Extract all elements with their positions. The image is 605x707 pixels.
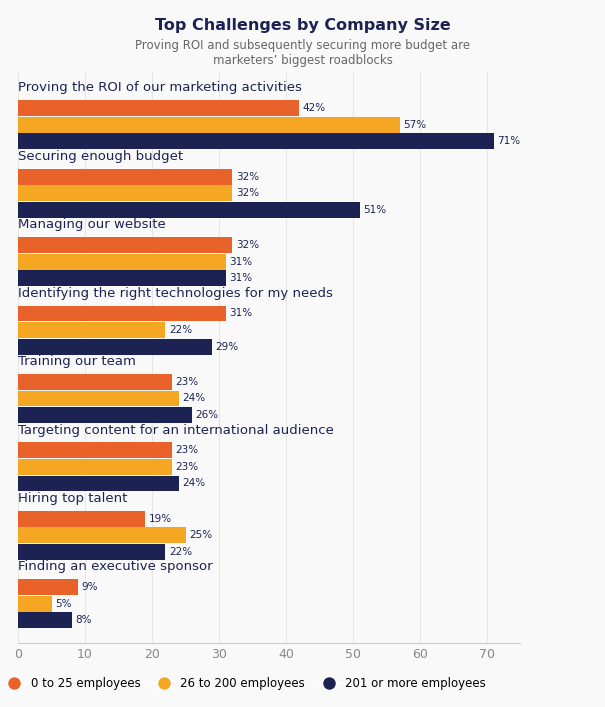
Bar	[18, 390, 179, 407]
Text: Proving the ROI of our marketing activities: Proving the ROI of our marketing activit…	[18, 81, 302, 95]
Bar	[18, 254, 226, 269]
Text: Hiring top talent: Hiring top talent	[18, 492, 128, 505]
Text: 31%: 31%	[229, 308, 252, 318]
Bar	[18, 237, 232, 253]
Bar	[18, 459, 172, 475]
Bar	[18, 511, 145, 527]
Text: Top Challenges by Company Size: Top Challenges by Company Size	[155, 18, 450, 33]
Bar	[18, 476, 179, 491]
Legend: 0 to 25 employees, 26 to 200 employees, 201 or more employees: 0 to 25 employees, 26 to 200 employees, …	[0, 672, 491, 695]
Text: 31%: 31%	[229, 257, 252, 267]
Bar	[18, 100, 299, 116]
Bar	[18, 579, 79, 595]
Bar	[18, 305, 226, 322]
Bar	[18, 339, 212, 354]
Text: 32%: 32%	[236, 240, 259, 250]
Text: 26%: 26%	[195, 410, 218, 420]
Bar	[18, 527, 186, 543]
Bar	[18, 612, 72, 629]
Text: 32%: 32%	[236, 172, 259, 182]
Bar	[18, 117, 400, 133]
Text: 25%: 25%	[189, 530, 212, 540]
Bar	[18, 270, 226, 286]
Text: 9%: 9%	[82, 582, 98, 592]
Text: 5%: 5%	[55, 599, 71, 609]
Text: 22%: 22%	[169, 325, 192, 335]
Bar	[18, 322, 165, 338]
Bar	[18, 134, 494, 149]
Text: Managing our website: Managing our website	[18, 218, 166, 231]
Text: Securing enough budget: Securing enough budget	[18, 150, 183, 163]
Text: 71%: 71%	[497, 136, 520, 146]
Text: 23%: 23%	[175, 445, 198, 455]
Text: 22%: 22%	[169, 547, 192, 557]
Text: 24%: 24%	[182, 479, 205, 489]
Bar	[18, 443, 172, 458]
Text: 19%: 19%	[149, 514, 172, 524]
Text: Identifying the right technologies for my needs: Identifying the right technologies for m…	[18, 287, 333, 300]
Text: 24%: 24%	[182, 394, 205, 404]
Bar	[18, 544, 165, 560]
Text: Finding an executive sponsor: Finding an executive sponsor	[18, 561, 213, 573]
Text: 23%: 23%	[175, 377, 198, 387]
Text: 31%: 31%	[229, 273, 252, 284]
Text: 23%: 23%	[175, 462, 198, 472]
Bar	[18, 374, 172, 390]
Text: 51%: 51%	[363, 205, 386, 215]
Text: 29%: 29%	[215, 341, 239, 351]
Bar	[18, 201, 359, 218]
Text: Targeting content for an international audience: Targeting content for an international a…	[18, 423, 334, 437]
Text: Proving ROI and subsequently securing more budget are
marketers’ biggest roadblo: Proving ROI and subsequently securing mo…	[135, 39, 470, 67]
Text: 57%: 57%	[403, 119, 427, 129]
Bar	[18, 185, 232, 201]
Text: Training our team: Training our team	[18, 355, 136, 368]
Bar	[18, 169, 232, 185]
Text: 8%: 8%	[75, 615, 91, 625]
Text: 42%: 42%	[302, 103, 326, 113]
Bar	[18, 596, 51, 612]
Bar	[18, 407, 192, 423]
Text: 32%: 32%	[236, 188, 259, 198]
